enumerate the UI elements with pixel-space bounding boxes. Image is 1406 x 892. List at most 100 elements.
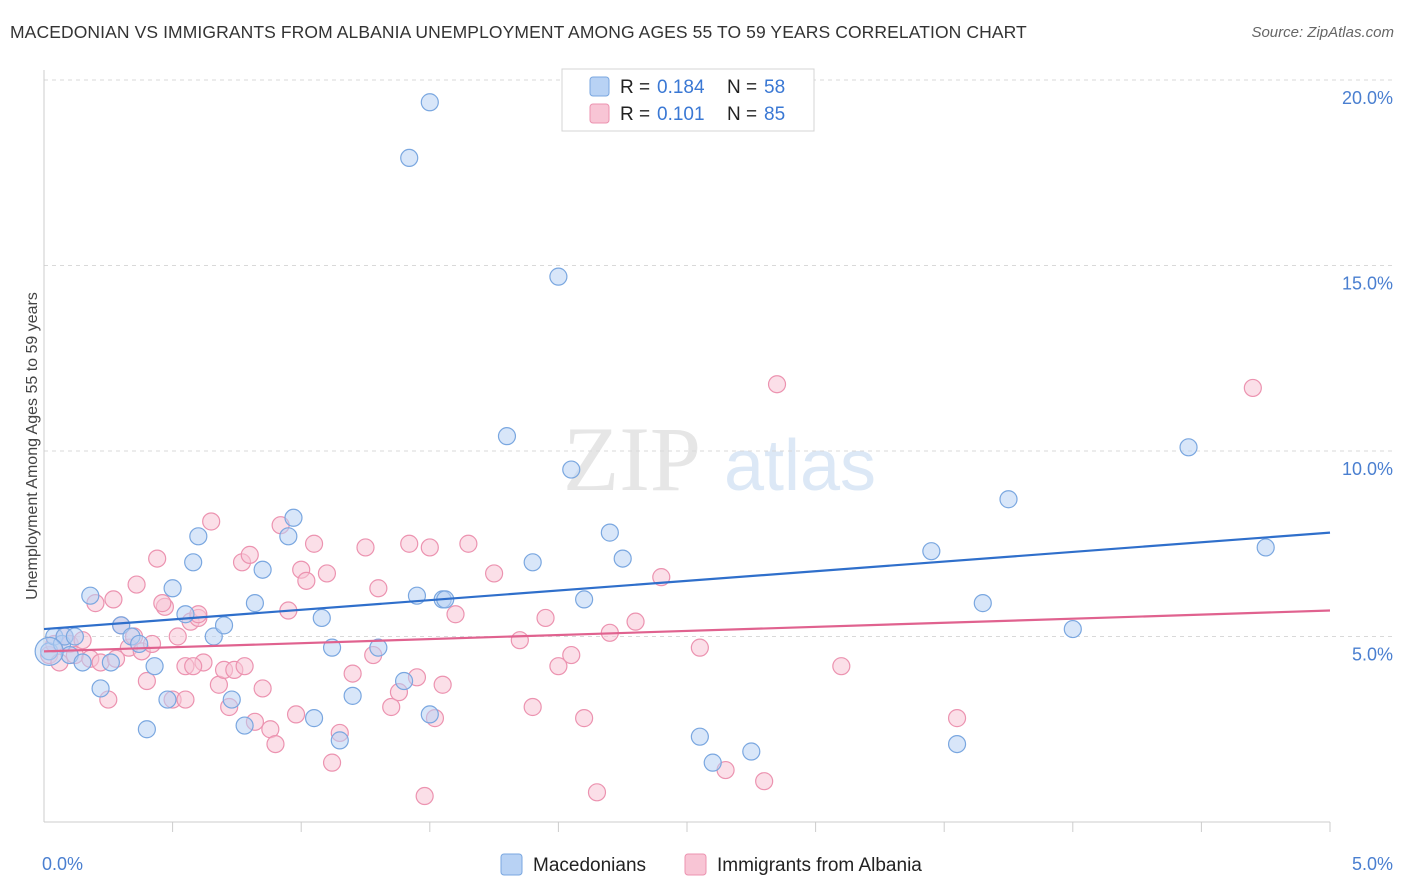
legend-r-label: R = <box>620 77 650 98</box>
legend-r-value: 0.101 <box>657 104 705 125</box>
albania-point <box>253 679 272 698</box>
macedonian-point <box>235 716 254 735</box>
y-tick-label: 20.0% <box>1342 88 1393 108</box>
macedonian-point <box>742 742 761 761</box>
macedonian-point <box>112 616 131 635</box>
albania-point <box>184 657 203 676</box>
macedonian-point <box>1256 538 1275 557</box>
albania-point <box>415 786 434 806</box>
y-tick-label: 15.0% <box>1342 274 1393 294</box>
trend-line-macedonians <box>43 531 1331 631</box>
macedonian-point <box>922 542 941 561</box>
albania-point <box>690 638 709 657</box>
macedonian-point <box>189 527 208 546</box>
trend-lines <box>43 531 1331 653</box>
macedonian-point <box>176 605 195 624</box>
macedonian-point <box>497 427 517 446</box>
albania-point <box>176 690 195 709</box>
macedonian-point <box>184 553 203 572</box>
source-label: Source: ZipAtlas.com <box>1251 24 1394 41</box>
albania-point <box>343 664 362 683</box>
bottom-legend-macedonians: Macedonians <box>533 855 646 876</box>
albania-point <box>153 594 172 613</box>
bottom-legend-swatch-albania <box>684 853 707 876</box>
macedonian-point <box>101 653 120 672</box>
albania-point <box>356 538 375 557</box>
macedonian-point <box>81 586 100 605</box>
chart-title: MACEDONIAN VS IMMIGRANTS FROM ALBANIA UN… <box>10 22 1027 42</box>
trend-line-albania <box>43 609 1331 653</box>
macedonian-point <box>343 686 362 705</box>
macedonian-point <box>158 690 177 709</box>
macedonian-point <box>523 553 542 572</box>
macedonian-point <box>91 679 110 698</box>
albania-point <box>510 631 529 650</box>
macedonian-point <box>284 508 303 527</box>
watermark-zip: ZIP <box>563 408 701 510</box>
albania-point <box>575 709 594 728</box>
macedonian-point <box>304 709 324 728</box>
y-tick-label: 10.0% <box>1342 459 1393 479</box>
macedonian-point <box>420 93 439 112</box>
macedonian-point <box>330 731 349 750</box>
bottom-legend-albania: Immigrants from Albania <box>717 855 922 876</box>
albania-point <box>168 627 187 646</box>
albania-point <box>485 564 504 583</box>
macedonian-point <box>163 579 182 598</box>
macedonian-point <box>1179 438 1198 457</box>
macedonian-point <box>999 490 1018 509</box>
macedonian-point <box>549 267 568 286</box>
albania-point <box>420 538 439 557</box>
macedonian-point <box>312 608 331 628</box>
albania-point <box>536 608 555 628</box>
legend-n-value: 85 <box>764 104 785 125</box>
macedonian-point <box>600 523 619 542</box>
albania-point <box>549 657 568 676</box>
legend-swatch-macedonians <box>589 76 610 97</box>
legend-r-label: R = <box>620 104 650 125</box>
series-macedonians <box>34 93 1275 772</box>
macedonian-point <box>690 727 709 746</box>
albania-point <box>755 772 774 791</box>
y-tick-labels: 5.0% 10.0% 15.0% 20.0% <box>1342 88 1393 665</box>
macedonian-point <box>613 549 632 568</box>
legend-n-label: N = <box>727 77 757 98</box>
legend-n-value: 58 <box>764 77 785 98</box>
albania-point <box>1243 378 1262 398</box>
albania-point <box>433 675 452 694</box>
macedonian-point <box>400 148 419 168</box>
legend: R = 0.184 N = 58 R = 0.101 N = 85 <box>561 68 815 132</box>
watermark-atlas: atlas <box>724 426 876 506</box>
macedonian-point <box>973 594 992 613</box>
albania-point <box>297 571 316 590</box>
albania-point <box>127 575 146 594</box>
macedonian-point <box>145 657 164 676</box>
albania-point <box>832 657 851 676</box>
macedonian-point <box>575 590 594 609</box>
albania-point <box>947 709 967 728</box>
albania-point <box>400 534 419 553</box>
albania-point <box>562 645 581 665</box>
albania-point <box>266 734 285 754</box>
x-tick-label-min: 0.0% <box>42 854 83 874</box>
tick-marks <box>172 822 1331 832</box>
macedonian-point <box>130 634 149 654</box>
albania-point <box>317 564 337 583</box>
macedonian-point <box>65 627 84 646</box>
albania-point <box>137 671 156 691</box>
bottom-legend-swatch-macedonians <box>500 853 523 876</box>
macedonian-point <box>222 690 241 709</box>
macedonian-point <box>137 720 156 739</box>
macedonian-point <box>245 594 265 613</box>
albania-point <box>446 605 465 624</box>
x-tick-labels: 0.0% 5.0% <box>42 854 1393 874</box>
albania-point <box>382 697 401 717</box>
albania-point <box>235 657 254 676</box>
albania-point <box>626 612 645 631</box>
macedonian-point <box>947 734 967 754</box>
albania-point <box>459 534 478 553</box>
albania-point <box>286 705 306 724</box>
bottom-legend: Macedonians Immigrants from Albania <box>500 853 922 876</box>
albania-point <box>104 590 123 609</box>
